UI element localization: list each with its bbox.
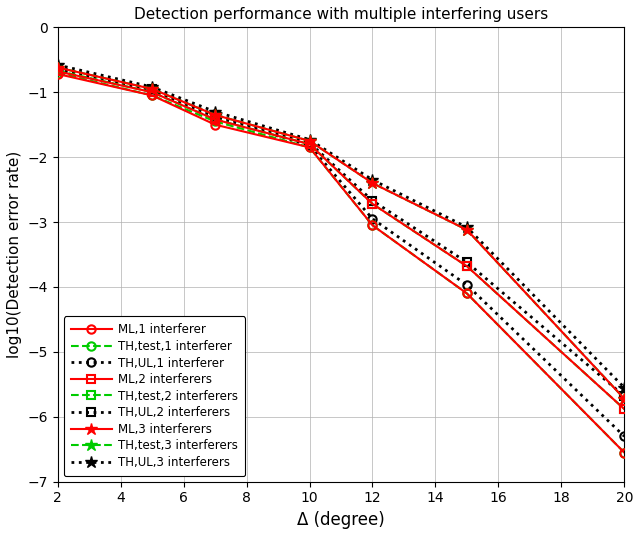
Legend: ML,1 interferer, TH,test,1 interferer, TH,UL,1 interferer, ML,2 interferers, TH,: ML,1 interferer, TH,test,1 interferer, T… <box>63 316 245 476</box>
Y-axis label: log10(Detection error rate): log10(Detection error rate) <box>7 151 22 358</box>
X-axis label: Δ (degree): Δ (degree) <box>297 511 385 529</box>
Title: Detection performance with multiple interfering users: Detection performance with multiple inte… <box>134 7 548 22</box>
